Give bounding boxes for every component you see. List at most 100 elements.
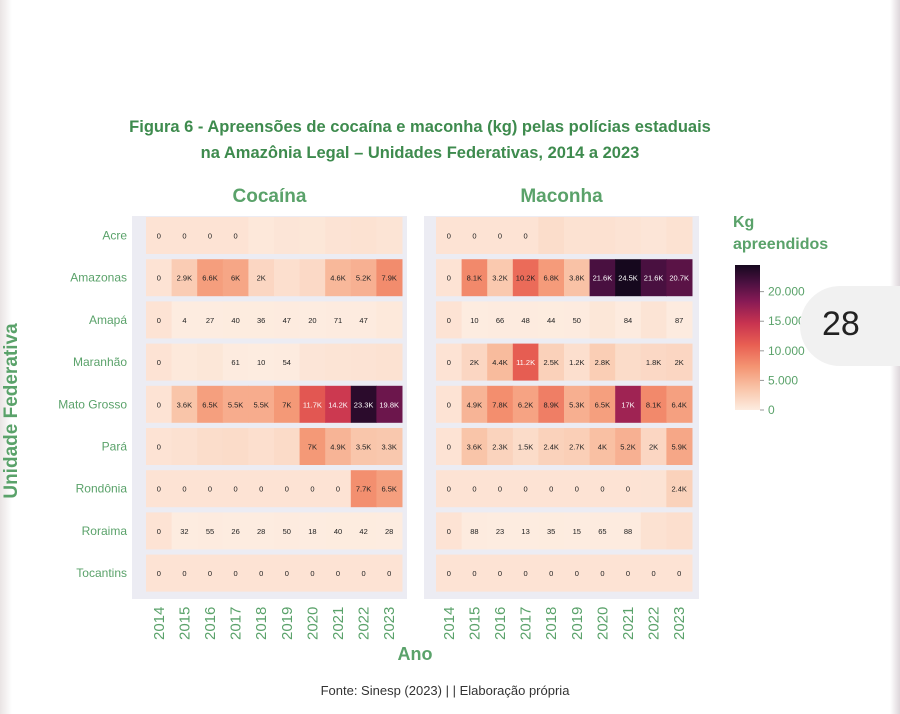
heatmap-cell [615, 470, 642, 508]
heatmap-cell [325, 217, 352, 254]
cell-value-label: 17K [621, 400, 634, 409]
cell-value-label: 0 [447, 569, 451, 578]
cell-value-label: 0 [549, 569, 553, 578]
cell-value-label: 28 [257, 527, 265, 536]
heatmap-cell [171, 259, 198, 297]
cell-value-label: 0 [259, 485, 263, 494]
cell-value-label: 0 [387, 569, 391, 578]
cell-value-label: 6.4K [671, 400, 686, 409]
heatmap-cell [197, 385, 224, 423]
heatmap-cell [564, 385, 591, 423]
x-tick-label: 2020 [304, 607, 321, 640]
cell-value-label: 40 [231, 316, 239, 325]
cell-value-label: 8.1K [467, 274, 482, 283]
heatmap-cell [350, 554, 377, 592]
heatmap-cell [666, 259, 693, 297]
heatmap-cell [615, 385, 642, 423]
heatmap-cell [376, 301, 403, 339]
x-tick-label: 2016 [202, 607, 219, 640]
heatmap-cell [666, 512, 693, 550]
heatmap-cell [146, 343, 173, 381]
cell-value-label: 26 [231, 527, 239, 536]
panel-title-cocaina: Cocaína [232, 186, 307, 207]
heatmap-cell [325, 259, 352, 297]
cell-value-label: 1.8K [646, 358, 661, 367]
heatmap-cell [436, 470, 463, 508]
cell-value-label: 32 [180, 527, 188, 536]
cell-value-label: 0 [157, 400, 161, 409]
heatmap-cell [640, 385, 667, 423]
cell-value-label: 10.2K [516, 274, 536, 283]
heatmap-cell [146, 259, 173, 297]
heatmap-cell [512, 512, 539, 550]
heatmap-cell [589, 385, 616, 423]
cell-value-label: 0 [472, 485, 476, 494]
x-tick-label: 2020 [594, 607, 611, 640]
cell-value-label: 0 [208, 485, 212, 494]
heatmap-cell [197, 259, 224, 297]
heatmap-cell [589, 301, 616, 339]
cell-value-label: 5.5K [228, 400, 243, 409]
heatmap-cell [538, 428, 565, 465]
cell-value-label: 1.5K [518, 443, 533, 452]
cell-value-label: 0 [498, 485, 502, 494]
cell-value-label: 2.9K [177, 274, 192, 283]
heatmap-cell [171, 385, 198, 423]
cell-value-label: 2.3K [492, 443, 507, 452]
cell-value-label: 61 [231, 358, 239, 367]
x-axis-label: Ano [397, 644, 433, 664]
heatmap-cell [350, 470, 377, 508]
cell-value-label: 2K [257, 274, 266, 283]
heatmap-cell [666, 385, 693, 423]
cell-value-label: 0 [208, 569, 212, 578]
heatmap-cell [325, 554, 352, 592]
heatmap-cell [274, 259, 301, 297]
cell-value-label: 42 [359, 527, 367, 536]
cell-value-label: 19.8K [379, 400, 399, 409]
cell-value-label: 4 [182, 316, 186, 325]
heatmap-cell [171, 301, 198, 339]
heatmap-cell [222, 554, 249, 592]
cell-value-label: 11.7K [303, 400, 322, 409]
heatmap-cell [146, 301, 173, 339]
cell-value-label: 5.2K [620, 443, 635, 452]
heatmap-cell [325, 343, 352, 381]
heatmap-cell [512, 301, 539, 339]
heatmap-cell [299, 470, 326, 508]
heatmap-cell [640, 470, 667, 508]
heatmap-cell [564, 343, 591, 381]
x-tick-label: 2018 [543, 607, 560, 640]
heatmap-cell [222, 428, 249, 465]
cell-value-label: 6.5K [381, 485, 396, 494]
cell-value-label: 13 [521, 527, 529, 536]
heatmap-cell [512, 217, 539, 254]
cell-value-label: 0 [498, 232, 502, 241]
heatmap-cell [615, 428, 642, 465]
heatmap-cell [222, 259, 249, 297]
cell-value-label: 4.6K [330, 274, 345, 283]
x-tick-label: 2022 [646, 607, 663, 640]
x-tick-label: 2019 [569, 607, 586, 640]
heatmap-cell [538, 217, 565, 254]
y-tick-label: Amapá [89, 313, 127, 327]
cell-value-label: 28 [385, 527, 393, 536]
x-tick-label: 2021 [330, 607, 347, 640]
heatmap-cell [615, 343, 642, 381]
cell-value-label: 0 [208, 232, 212, 241]
heatmap-cell [640, 343, 667, 381]
cell-value-label: 50 [283, 527, 291, 536]
cell-value-label: 23 [496, 527, 504, 536]
cell-value-label: 2.5K [543, 358, 558, 367]
heatmap-cell [666, 343, 693, 381]
heatmap-cell [666, 301, 693, 339]
cell-value-label: 7.9K [381, 274, 396, 283]
heatmap-cell [376, 512, 403, 550]
heatmap-cell [197, 301, 224, 339]
heatmap-cell [564, 470, 591, 508]
heatmap-cell [436, 343, 463, 381]
cell-value-label: 3.2K [492, 274, 507, 283]
cell-value-label: 0 [447, 274, 451, 283]
x-tick-label: 2014 [151, 607, 168, 640]
heatmap-cell [436, 385, 463, 423]
